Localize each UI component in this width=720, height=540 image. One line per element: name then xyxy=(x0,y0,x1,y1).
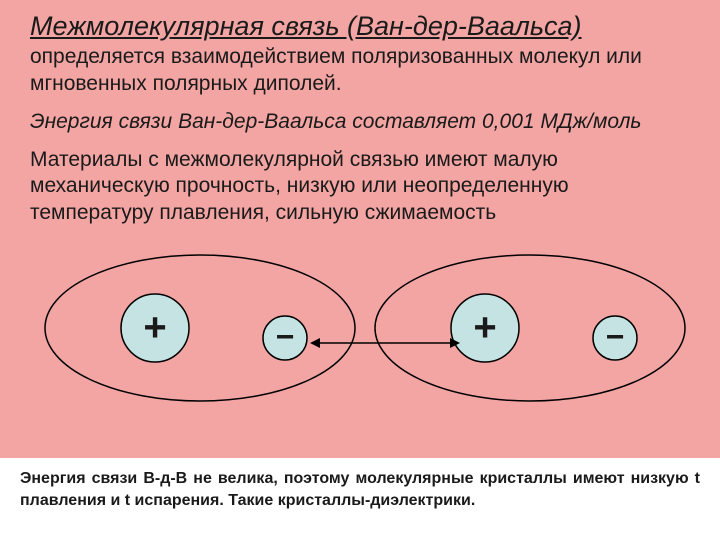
molecule-orbit xyxy=(45,255,355,401)
dipole-diagram: + − + − xyxy=(30,238,690,418)
bottom-note: Энергия связи В-д-В не велика, поэтому м… xyxy=(20,468,700,511)
plus-symbol: + xyxy=(143,305,166,349)
molecule-orbit xyxy=(375,255,685,401)
minus-symbol: − xyxy=(276,318,295,354)
slide-title: Межмолекулярная связь (Ван-дер-Ваальса) xyxy=(30,10,690,42)
minus-symbol: − xyxy=(606,318,625,354)
top-section: Межмолекулярная связь (Ван-дер-Ваальса) … xyxy=(0,0,720,458)
bottom-section: Энергия связи В-д-В не велика, поэтому м… xyxy=(0,458,720,540)
arrowhead-left xyxy=(310,338,320,348)
dipole-svg: + − + − xyxy=(30,238,690,418)
paragraph-properties: Материалы с межмолекулярной связью имеют… xyxy=(30,147,690,226)
paragraph-definition: определяется взаимодействием поляризован… xyxy=(30,44,690,97)
plus-symbol: + xyxy=(473,305,496,349)
paragraph-energy: Энергия связи Ван-дер-Ваальса составляет… xyxy=(30,109,690,135)
